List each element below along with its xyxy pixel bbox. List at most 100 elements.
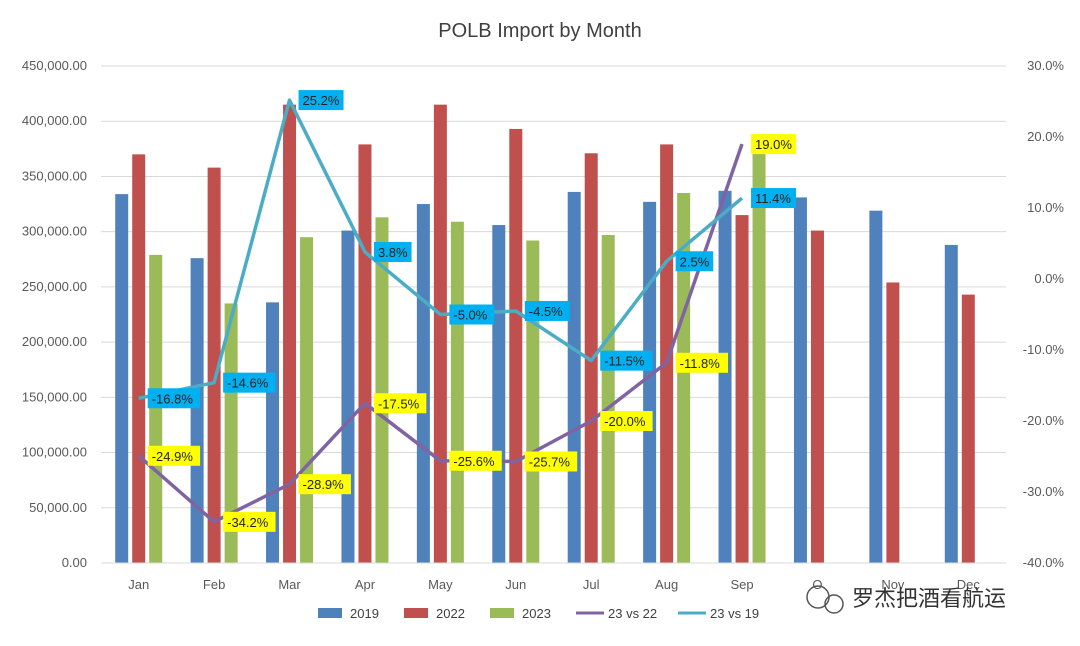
right-tick-label: -10.0% bbox=[1023, 342, 1065, 357]
x-tick-label: Jul bbox=[583, 577, 600, 592]
right-tick-label: -30.0% bbox=[1023, 484, 1065, 499]
x-tick-label: Nov bbox=[881, 577, 905, 592]
data-label: -24.9% bbox=[152, 449, 194, 464]
left-tick-label: 300,000.00 bbox=[22, 224, 87, 239]
left-tick-label: 400,000.00 bbox=[22, 113, 87, 128]
right-tick-label: 0.0% bbox=[1034, 271, 1064, 286]
data-label-box bbox=[675, 251, 714, 272]
right-tick-label: -40.0% bbox=[1023, 555, 1065, 570]
data-label-box bbox=[298, 474, 351, 495]
watermark: 罗杰把酒看航运 bbox=[806, 585, 1006, 614]
bar-2022-Apr bbox=[358, 144, 372, 563]
data-label-box bbox=[751, 188, 797, 209]
data-label: -20.0% bbox=[604, 414, 646, 429]
bar-2022-Jan bbox=[132, 154, 146, 563]
bar-2019-Aug bbox=[643, 201, 657, 563]
data-label-box bbox=[373, 393, 427, 414]
right-tick-label: 20.0% bbox=[1027, 129, 1064, 144]
data-label: -11.5% bbox=[604, 354, 645, 369]
bar-2019-Dec bbox=[944, 244, 958, 564]
bar-2022-Aug bbox=[660, 144, 674, 563]
bar-2023-Jun bbox=[526, 240, 540, 563]
legend: 2019 2022 2023 23 vs 22 23 vs 19 bbox=[318, 606, 759, 621]
bar-2019-Oct bbox=[793, 197, 807, 563]
bar-2023-Apr bbox=[375, 217, 389, 563]
x-tick-label: Jan bbox=[128, 577, 149, 592]
bar-2019-Nov bbox=[869, 210, 883, 563]
data-label-box bbox=[675, 352, 729, 373]
legend-swatch-2022 bbox=[404, 608, 428, 618]
x-tick-label: Dec bbox=[957, 577, 981, 592]
data-label-box bbox=[147, 388, 201, 409]
right-tick-label: 30.0% bbox=[1027, 58, 1064, 73]
legend-swatch-2019 bbox=[318, 608, 342, 618]
data-label-box bbox=[600, 411, 653, 431]
x-tick-label: Aug bbox=[655, 577, 678, 592]
bar-2022-Jun bbox=[509, 128, 523, 563]
left-tick-label: 350,000.00 bbox=[22, 168, 87, 183]
bar-2022-May bbox=[433, 104, 447, 564]
line-series-23-vs-22 bbox=[137, 143, 744, 524]
left-tick-label: 0.00 bbox=[62, 555, 87, 570]
data-label-box bbox=[223, 372, 276, 393]
data-label-box bbox=[600, 350, 653, 371]
right-axis: -40.0% -30.0% -20.0% -10.0% 0.0% 10.0% 20.0% 30… bbox=[1023, 58, 1065, 570]
data-label: 11.4% bbox=[755, 191, 791, 206]
data-label: -25.7% bbox=[529, 454, 571, 469]
data-label: -28.9% bbox=[303, 477, 345, 492]
data-label-box bbox=[223, 511, 276, 532]
bar-2022-Mar bbox=[283, 104, 297, 564]
data-label-box bbox=[524, 451, 578, 472]
bar-2023-Jul bbox=[601, 234, 615, 564]
left-tick-label: 150,000.00 bbox=[22, 389, 87, 404]
data-label-box bbox=[524, 300, 570, 321]
bar-2019-Jul bbox=[567, 191, 581, 563]
bar-2019-Sep bbox=[718, 190, 732, 563]
bar-2023-Sep bbox=[752, 148, 766, 564]
data-label: 25.2% bbox=[303, 93, 340, 108]
bar-2019-Jun bbox=[492, 225, 506, 564]
data-label: 19.0% bbox=[755, 137, 792, 152]
data-labels: -24.9% -34.2% -28.9% -17.5% -25.6% -25.7% -20.… bbox=[147, 90, 797, 532]
bar-2022-Sep bbox=[735, 215, 749, 563]
data-label-box bbox=[751, 134, 797, 155]
left-tick-label: 100,000.00 bbox=[22, 445, 87, 460]
bar-2019-Jan bbox=[115, 194, 129, 564]
data-label: -11.8% bbox=[680, 356, 721, 371]
chart-title: POLB Import by Month bbox=[438, 20, 641, 42]
x-tick-label: Jun bbox=[505, 577, 526, 592]
x-tick-label: Mar bbox=[278, 577, 301, 592]
left-axis: 0.00 50,000.00 100,000.00 150,000.00 200,000… bbox=[22, 58, 87, 570]
data-label: -14.6% bbox=[227, 376, 269, 391]
right-tick-label: -20.0% bbox=[1023, 413, 1065, 428]
x-axis: Jan Feb Mar Apr May Jun Jul Aug Sep O Nov Dec bbox=[101, 562, 1006, 592]
data-label: -16.8% bbox=[152, 391, 194, 406]
wechat-icon-bubble bbox=[824, 594, 844, 614]
bar-2023-Mar bbox=[300, 237, 314, 563]
left-tick-label: 200,000.00 bbox=[22, 334, 87, 349]
legend-swatch-2023 bbox=[490, 608, 514, 618]
bar-2019-May bbox=[416, 204, 430, 564]
legend-label: 2019 bbox=[350, 606, 379, 621]
bar-2019-Mar bbox=[266, 302, 280, 563]
bar-2022-Dec bbox=[961, 294, 975, 563]
data-label-box bbox=[449, 450, 502, 471]
x-tick-label: May bbox=[428, 577, 453, 592]
bar-2022-Nov bbox=[886, 282, 900, 563]
legend-label: 23 vs 22 bbox=[608, 606, 657, 621]
x-tick-label: Apr bbox=[355, 577, 376, 592]
data-label-box bbox=[147, 445, 201, 466]
bar-2023-Aug bbox=[677, 193, 691, 563]
data-label: -25.6% bbox=[453, 454, 495, 469]
data-label: -17.5% bbox=[378, 396, 420, 411]
line-series-23-vs-19 bbox=[138, 98, 744, 401]
bar-2019-Apr bbox=[341, 230, 355, 563]
data-label-box bbox=[298, 90, 344, 111]
data-label-box bbox=[373, 242, 412, 263]
left-tick-label: 450,000.00 bbox=[22, 58, 87, 73]
legend-label: 2023 bbox=[522, 606, 551, 621]
data-label-box bbox=[449, 304, 495, 325]
legend-label: 23 vs 19 bbox=[710, 606, 759, 621]
data-label: -34.2% bbox=[227, 515, 269, 530]
